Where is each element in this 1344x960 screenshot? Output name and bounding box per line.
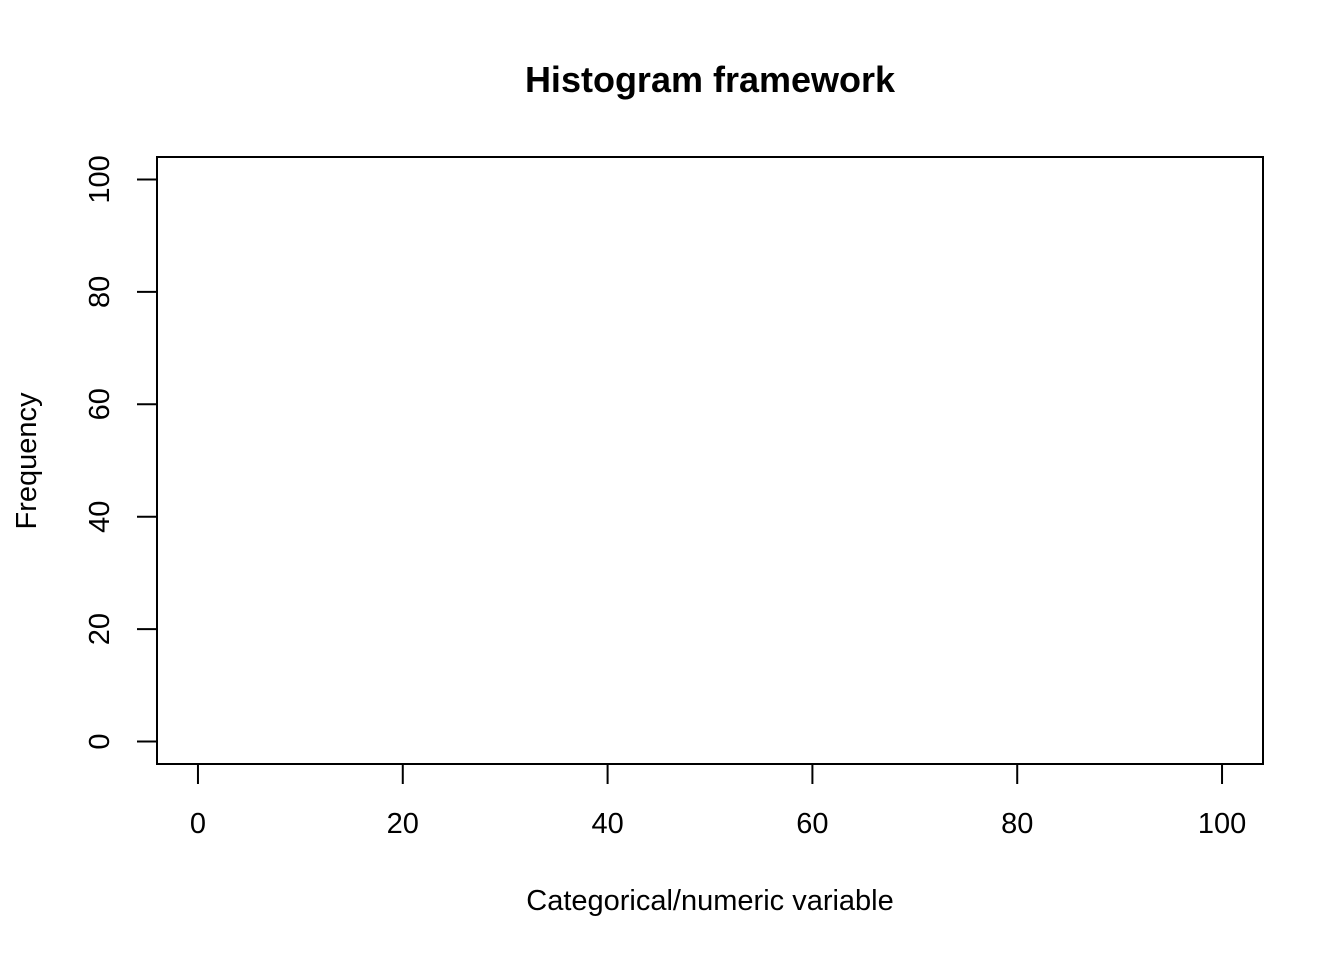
- x-axis-label: Categorical/numeric variable: [526, 885, 894, 917]
- x-tick-label: 80: [1001, 808, 1033, 840]
- y-axis: 0 20 40 60 80 100: [84, 155, 158, 750]
- x-axis: 0 20 40 60 80 100: [190, 763, 1246, 840]
- x-tick-label: 0: [190, 808, 206, 840]
- y-axis-label: Frequency: [11, 392, 43, 530]
- y-tick-label: 0: [84, 733, 116, 749]
- y-tick-label: 20: [84, 613, 116, 645]
- x-tick-label: 60: [796, 808, 828, 840]
- chart-title: Histogram framework: [525, 59, 896, 100]
- y-tick-label: 100: [84, 155, 116, 203]
- y-tick-label: 60: [84, 388, 116, 420]
- x-tick-label: 20: [387, 808, 419, 840]
- y-tick-label: 40: [84, 501, 116, 533]
- x-tick-label: 100: [1198, 808, 1246, 840]
- y-tick-label: 80: [84, 276, 116, 308]
- x-tick-label: 40: [591, 808, 623, 840]
